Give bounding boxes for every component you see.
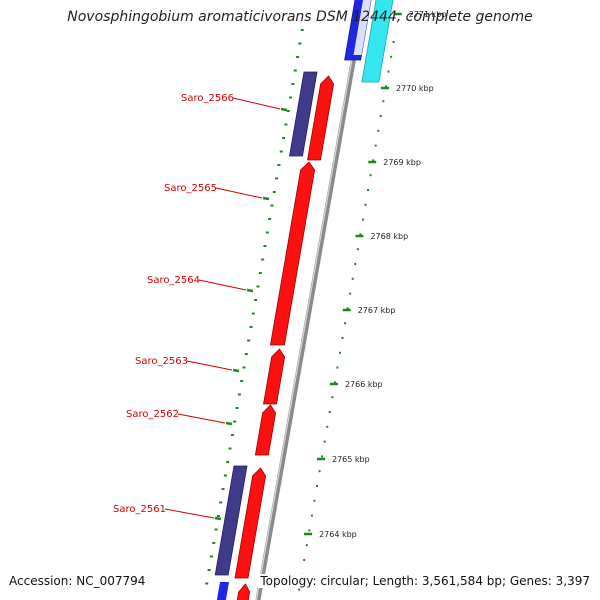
scale-label: 2765 kbp <box>332 455 370 464</box>
gene-label: Saro_2563 <box>135 356 188 367</box>
genome-title: Novosphingobium aromaticivorans DSM 1244… <box>67 9 533 25</box>
gene-label-leader <box>164 508 215 519</box>
accession-text: Accession: NC_007794 <box>9 574 146 588</box>
gene-label-tick <box>280 107 288 112</box>
gene-label-leader <box>198 279 247 291</box>
scale-label: 2766 kbp <box>345 380 383 389</box>
gene-label-tick <box>262 196 270 201</box>
scale-label: 2767 kbp <box>358 306 396 315</box>
gene-label: Saro_2565 <box>164 183 217 194</box>
gene-label-tick <box>214 516 222 521</box>
gene-white-gap <box>353 0 371 55</box>
gene-label-leader <box>177 413 226 424</box>
genome-backbone <box>255 0 367 600</box>
gene-label-leader <box>232 97 281 110</box>
cds-bar-lower <box>214 465 248 576</box>
gene-label: Saro_2564 <box>147 275 200 286</box>
gene-label: Saro_2566 <box>181 93 234 104</box>
gene-red-bottom-arrow <box>236 583 251 600</box>
gene-label-tick <box>225 421 233 426</box>
gene-label-tick <box>232 368 240 373</box>
gene-cyan-top <box>361 0 394 83</box>
genome-stats: Topology: circular; Length: 3,561,584 bp… <box>258 574 590 588</box>
gene-saro-2562-arrow <box>254 404 277 456</box>
gene-saro-2565-2564-arrow <box>269 161 316 346</box>
gene-saro-2566-arrow <box>307 75 335 161</box>
gene-label-tick <box>246 288 254 293</box>
gene-label: Saro_2562 <box>126 409 179 420</box>
scale-label: 2764 kbp <box>319 530 357 539</box>
gene-saro-2563-arrow <box>263 348 286 405</box>
gene-label-leader <box>215 187 263 199</box>
gene-blue-bottom <box>216 582 229 600</box>
scale-label: 2770 kbp <box>396 84 434 93</box>
gene-label-leader <box>186 360 233 371</box>
scale-label: 2768 kbp <box>370 232 408 241</box>
scale-label: 2771 kbp <box>409 10 447 19</box>
genome-backbone-highlight <box>255 0 364 600</box>
gene-label: Saro_2561 <box>113 504 166 515</box>
gene-saro-2561-arrow <box>234 467 267 579</box>
scale-label: 2769 kbp <box>383 158 421 167</box>
cds-bar-upper <box>289 71 318 157</box>
